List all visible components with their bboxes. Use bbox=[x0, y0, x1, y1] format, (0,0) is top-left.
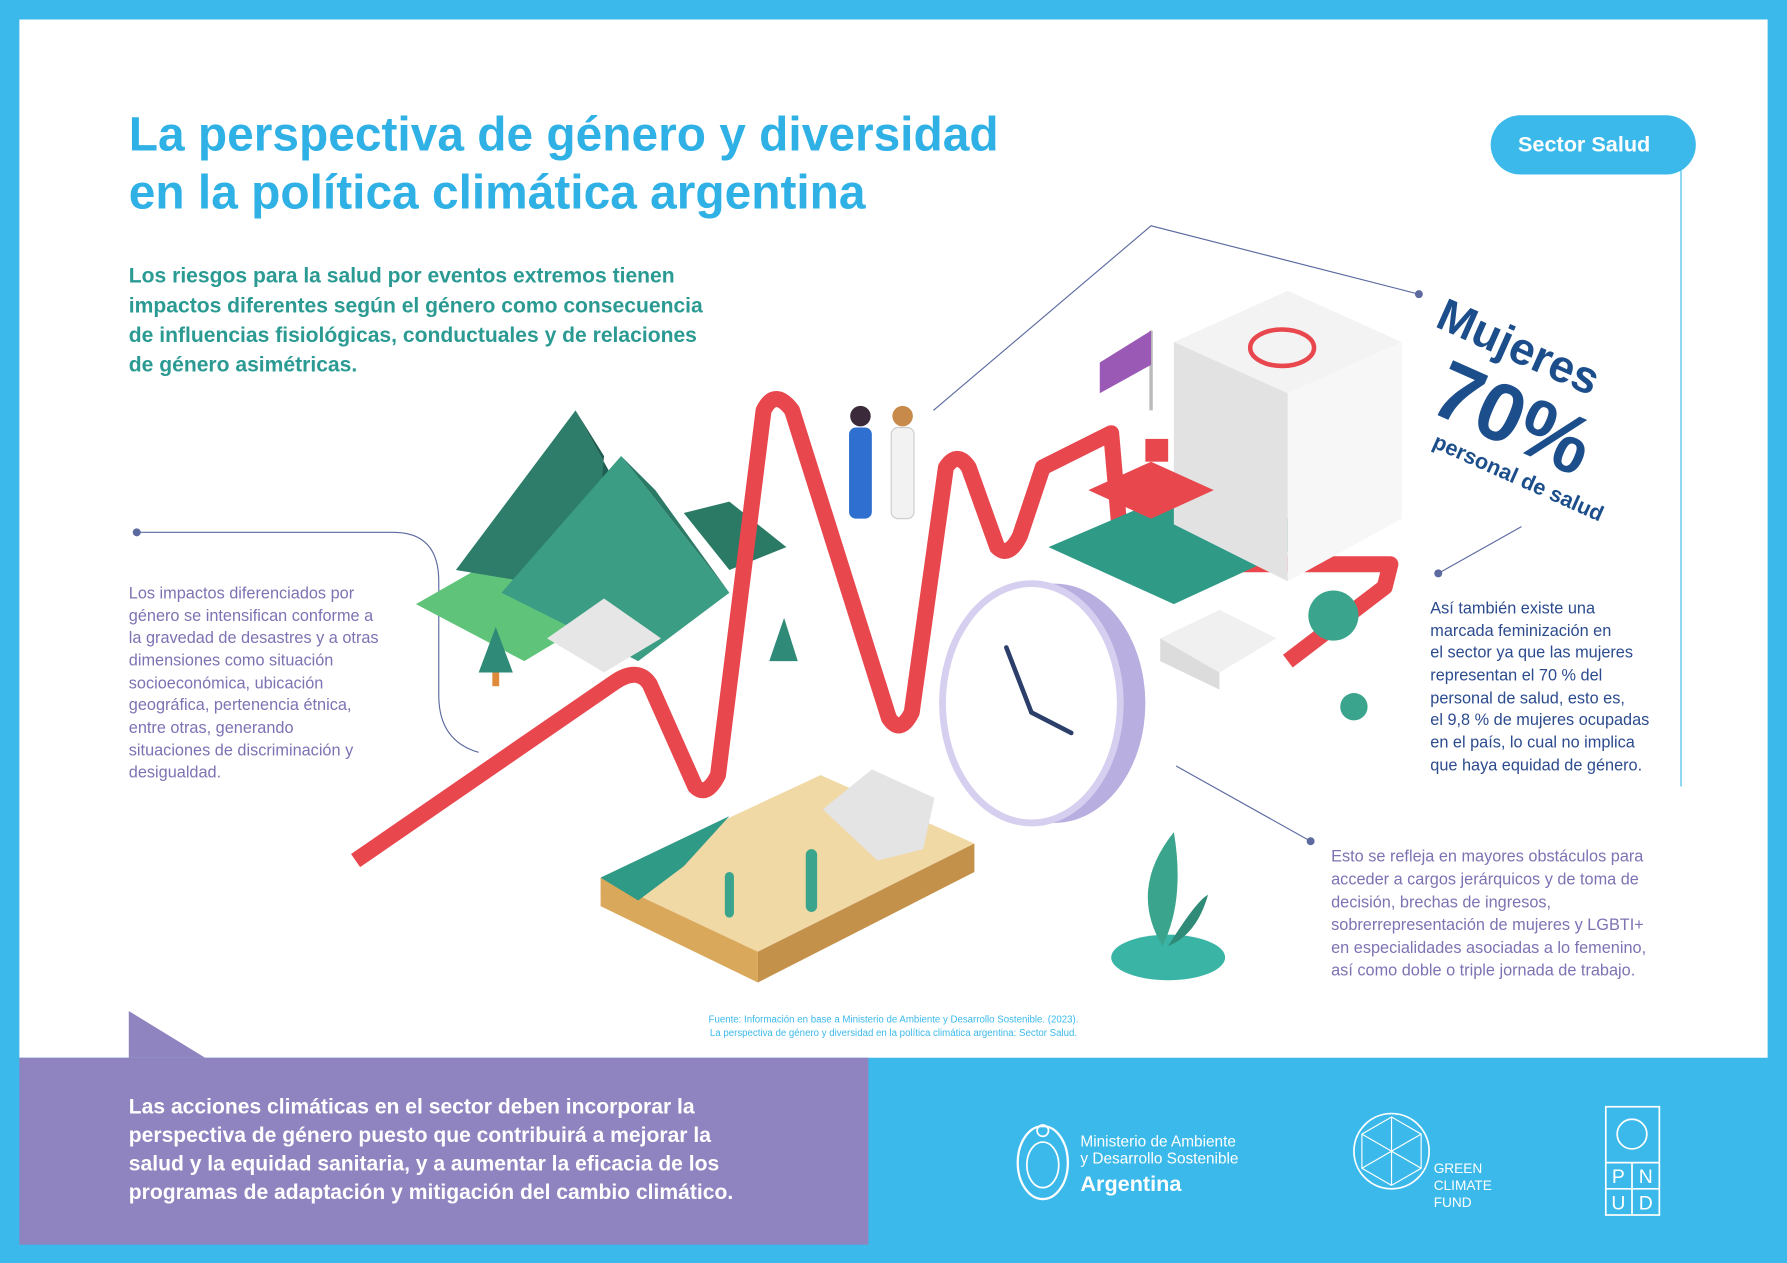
message-line: Las acciones climáticas en el sector deb… bbox=[129, 1096, 695, 1119]
intro-line: Los riesgos para la salud por eventos ex… bbox=[129, 265, 675, 288]
text-line: geográfica, pertenencia étnica, bbox=[129, 696, 352, 714]
hospital bbox=[1048, 290, 1402, 721]
connector-dot bbox=[1414, 290, 1423, 299]
left-text: Los impactos diferenciados por género se… bbox=[129, 584, 379, 781]
pnud-letter: D bbox=[1639, 1192, 1653, 1214]
intro: Los riesgos para la salud por eventos ex… bbox=[129, 265, 703, 377]
intro-line: impactos diferentes según el género como… bbox=[129, 294, 703, 317]
text-line: desigualdad. bbox=[129, 763, 221, 781]
text-line: situaciones de discriminación y bbox=[129, 742, 354, 760]
pnud-logo: P N U D bbox=[1604, 1105, 1661, 1216]
title: La perspectiva de género y diversidad en… bbox=[129, 109, 999, 220]
health-workers bbox=[849, 405, 915, 520]
clock bbox=[939, 580, 1146, 827]
connectors bbox=[132, 148, 1682, 846]
text-line: la gravedad de desastres y a otras bbox=[129, 629, 379, 647]
ministry-logo: Ministerio de Ambiente y Desarrollo Sost… bbox=[1016, 1124, 1239, 1201]
text-line: sobrerrepresentación de mujeres y LGBTI+ bbox=[1331, 916, 1644, 934]
gcf-line: GREEN bbox=[1434, 1161, 1483, 1176]
right-text: Así también existe una marcada feminizac… bbox=[1430, 599, 1649, 774]
connector bbox=[1175, 765, 1311, 842]
text-line: el 9,8 % de mujeres ocupadas bbox=[1430, 711, 1649, 729]
tag: Sector Salud bbox=[1518, 132, 1650, 157]
text-line: en el país, lo cual no implica bbox=[1430, 734, 1635, 752]
intro-line: de influencias fisiológicas, conductuale… bbox=[129, 324, 697, 347]
text-line: Los impactos diferenciados por bbox=[129, 584, 355, 602]
footer-message: Las acciones climáticas en el sector deb… bbox=[129, 1096, 733, 1204]
source-line: Fuente: Información en base a Ministerio… bbox=[709, 1014, 1079, 1025]
source: Fuente: Información en base a Ministerio… bbox=[709, 1014, 1079, 1039]
connector bbox=[136, 531, 479, 753]
source-line: La perspectiva de género y diversidad en… bbox=[710, 1028, 1077, 1039]
text-line: Esto se refleja en mayores obstáculos pa… bbox=[1331, 848, 1644, 866]
pnud-letter: N bbox=[1639, 1166, 1653, 1188]
gcf-line: CLIMATE bbox=[1434, 1178, 1492, 1193]
gcf-line: FUND bbox=[1434, 1195, 1472, 1210]
connector-dot bbox=[1306, 837, 1315, 846]
text-line: en especialidades asociadas a lo femenin… bbox=[1331, 939, 1646, 957]
connector-dot bbox=[1434, 569, 1443, 578]
message-line: salud y la equidad sanitaria, y a aument… bbox=[129, 1153, 719, 1176]
connector bbox=[1437, 526, 1522, 574]
intro-line: de género asimétricas. bbox=[129, 354, 357, 377]
pnud-letter: P bbox=[1612, 1166, 1625, 1188]
text-line: género se intensifican conforme a bbox=[129, 607, 374, 625]
text-line: personal de salud, esto es, bbox=[1430, 689, 1625, 707]
text-line: dimensiones como situación bbox=[129, 652, 334, 670]
connector-dot bbox=[132, 528, 141, 537]
desert-tile bbox=[600, 769, 975, 983]
pnud-letter: U bbox=[1611, 1192, 1625, 1214]
text-line: acceder a cargos jerárquicos y de toma d… bbox=[1331, 871, 1639, 889]
text-line: socioeconómica, ubicación bbox=[129, 674, 324, 692]
text-line: marcada feminización en bbox=[1430, 622, 1611, 640]
text-line: así como doble o triple jornada de traba… bbox=[1331, 962, 1635, 980]
red-line bbox=[351, 391, 1399, 868]
plant bbox=[1111, 832, 1226, 981]
text-line: representan el 70 % del bbox=[1430, 667, 1602, 685]
text-line: el sector ya que las mujeres bbox=[1430, 644, 1633, 662]
connector bbox=[933, 225, 1420, 411]
gcf-logo: GREEN CLIMATE FUND bbox=[1353, 1112, 1492, 1210]
bottom-right-text: Esto se refleja en mayores obstáculos pa… bbox=[1331, 848, 1646, 980]
text-line: decisión, brechas de ingresos, bbox=[1331, 893, 1551, 911]
text-line: entre otras, generando bbox=[129, 719, 294, 737]
text-line: Así también existe una bbox=[1430, 599, 1596, 617]
message-box bbox=[19, 1057, 869, 1245]
mountains bbox=[415, 410, 798, 687]
title-line: en la política climática argentina bbox=[129, 167, 866, 220]
tag-pill bbox=[1490, 115, 1696, 175]
message-line: programas de adaptación y mitigación del… bbox=[129, 1181, 733, 1204]
ministry-line: y Desarrollo Sostenible bbox=[1080, 1151, 1238, 1168]
message-line: perspectiva de género puesto que contrib… bbox=[129, 1124, 711, 1147]
title-line: La perspectiva de género y diversidad bbox=[129, 109, 999, 162]
ministry-line: Ministerio de Ambiente bbox=[1080, 1134, 1236, 1151]
text-line: que haya equidad de género. bbox=[1430, 757, 1642, 775]
country: Argentina bbox=[1080, 1171, 1182, 1196]
